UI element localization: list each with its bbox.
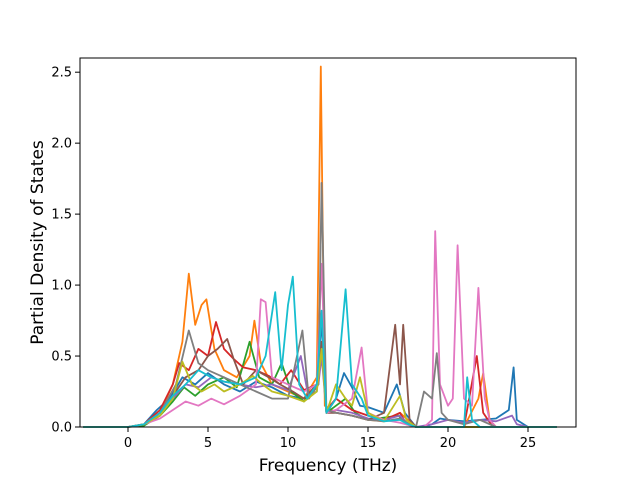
x-axis-ticks: 0 5 10 15 20 25 [124, 427, 536, 451]
y-tick-label: 1.5 [51, 208, 72, 223]
y-axis-label: Partial Density of States [28, 140, 48, 345]
series-line-8 [83, 182, 557, 428]
y-tick-label: 1.0 [51, 279, 72, 294]
series-line-10 [83, 275, 557, 428]
x-tick-label: 10 [280, 436, 297, 451]
x-axis-label: Frequency (THz) [259, 456, 398, 476]
x-tick-label: 0 [124, 436, 132, 451]
y-tick-label: 0.5 [51, 350, 72, 365]
plot-frame [79, 57, 577, 428]
y-tick-label: 2.5 [51, 66, 72, 81]
series-line-6 [83, 323, 557, 428]
series-line-9 [83, 348, 557, 428]
series-line-7 [83, 230, 557, 428]
x-tick-label: 20 [440, 436, 457, 451]
x-tick-label: 15 [360, 436, 377, 451]
x-tick-label: 25 [520, 436, 537, 451]
y-axis-ticks: 0.0 0.5 1.0 1.5 2.0 2.5 [51, 66, 80, 436]
series-layer [83, 65, 557, 428]
x-tick-label: 5 [204, 436, 212, 451]
y-tick-label: 0.0 [51, 421, 72, 436]
y-tick-label: 2.0 [51, 137, 72, 152]
